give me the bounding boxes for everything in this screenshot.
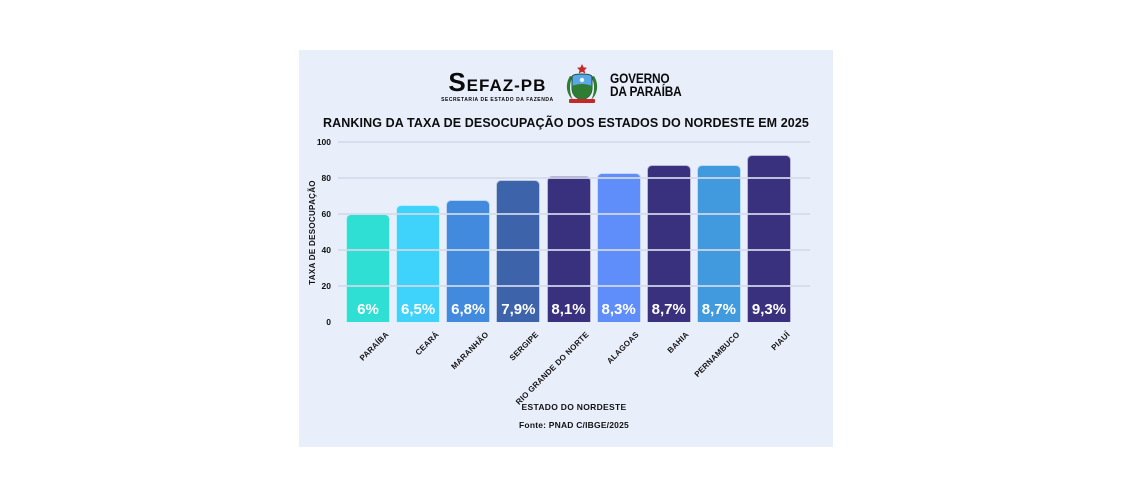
y-tick-label: 20: [321, 281, 331, 291]
bar-value-label: 9,3%: [751, 301, 787, 318]
bar-slot-sergipe: 7,9% SERGIPE: [496, 142, 541, 363]
paraiba-coat-of-arms-icon: [566, 64, 597, 103]
governo-paraiba-logo: GOVERNO DA PARAÍBA: [609, 71, 682, 99]
x-tick-label-paraiba: PARAÍBA: [357, 330, 391, 363]
bar-slot-ceara: 6,5% CEARÁ: [396, 142, 441, 357]
x-tick-label-maranhao: MARANHÃO: [449, 330, 491, 372]
bar-slot-alagoas: 8,3% ALAGOAS: [596, 142, 641, 366]
bar-slot-piaui: 9,3% PIAUÍ: [747, 142, 791, 352]
governo-line1: GOVERNO: [609, 71, 670, 86]
sefaz-wordmark: SEFAZ-PB: [448, 66, 547, 97]
bar-pernambuco: 8,7%: [696, 165, 741, 322]
bar-bahia: 8,7%: [646, 165, 691, 322]
bar-maranhao: 6,8%: [446, 199, 491, 322]
x-axis-title: ESTADO DO NORDESTE: [521, 402, 627, 412]
chart-card: SEFAZ-PB SECRETARIA DE ESTADO DA FAZENDA…: [299, 50, 833, 447]
bar-rio-grande-do-norte: 8,1%: [546, 176, 591, 322]
x-tick-label-sergipe: SERGIPE: [508, 330, 541, 363]
y-axis-label: TAXA DE DESOCUPAÇÃO: [307, 179, 317, 285]
bar-value-label: 8,7%: [651, 301, 686, 318]
source-note: Fonte: PNAD C/IBGE/2025: [519, 420, 629, 430]
bar-value-label: 8,7%: [701, 301, 736, 318]
bar-value-label: 8,3%: [601, 301, 636, 318]
y-axis-label-wrap: TAXA DE DESOCUPAÇÃO: [305, 142, 319, 322]
y-tick-label: 80: [321, 173, 331, 183]
bars-container: 6% PARAÍBA 6,5% CEARÁ 6,8% MARANHÃO 7,9% SERGIP…: [338, 142, 810, 407]
y-tick-label: 40: [321, 245, 331, 255]
bar-slot-maranhao: 6,8% MARANHÃO: [446, 142, 491, 371]
x-tick-label-alagoas: ALAGOAS: [605, 330, 641, 366]
bar-value-label: 7,9%: [501, 301, 536, 318]
bar-alagoas: 8,3%: [596, 172, 641, 322]
bar-sergipe: 7,9%: [496, 179, 541, 322]
y-tick-label: 60: [321, 209, 331, 219]
x-tick-label-ceara: CEARÁ: [413, 330, 441, 358]
bar-ceara: 6,5%: [396, 205, 441, 322]
governo-line2: DA PARAÍBA: [609, 84, 682, 99]
x-tick-label-pernambuco: PERNAMBUCO: [692, 330, 742, 379]
sefaz-pb-logo: SEFAZ-PB SECRETARIA DE ESTADO DA FAZENDA: [441, 66, 554, 103]
bar-piaui: 9,3%: [747, 154, 791, 322]
bar-value-label: 6%: [357, 301, 379, 318]
sefaz-subtitle: SECRETARIA DE ESTADO DA FAZENDA: [441, 96, 554, 103]
bar-value-label: 6,5%: [401, 301, 436, 318]
bar-slot-pernambuco: 8,7% PERNAMBUCO: [692, 142, 741, 379]
header-logos: SEFAZ-PB SECRETARIA DE ESTADO DA FAZENDA…: [299, 62, 833, 108]
bar-value-label: 6,8%: [451, 301, 486, 318]
bar-slot-paraiba: 6% PARAÍBA: [346, 142, 390, 363]
y-tick-label: 100: [316, 137, 331, 147]
plot-area: TAXA DE DESOCUPAÇÃO 6% PARAÍBA 6,5% CEARÁ 6,…: [308, 137, 810, 407]
chart-title: RANKING DA TAXA DE DESOCUPAÇÃO DOS ESTAD…: [323, 116, 809, 130]
bar-value-label: 8,1%: [551, 301, 586, 318]
y-tick-label: 0: [326, 317, 331, 327]
bar-slot-bahia: 8,7% BAHIA: [646, 142, 691, 355]
x-tick-label-piaui: PIAUÍ: [769, 330, 792, 353]
bar-paraiba: 6%: [346, 214, 390, 322]
bar-slot-rio-grande-do-norte: 8,1% RIO GRANDE DO NORTE: [514, 142, 591, 407]
x-tick-label-bahia: BAHIA: [666, 330, 692, 355]
